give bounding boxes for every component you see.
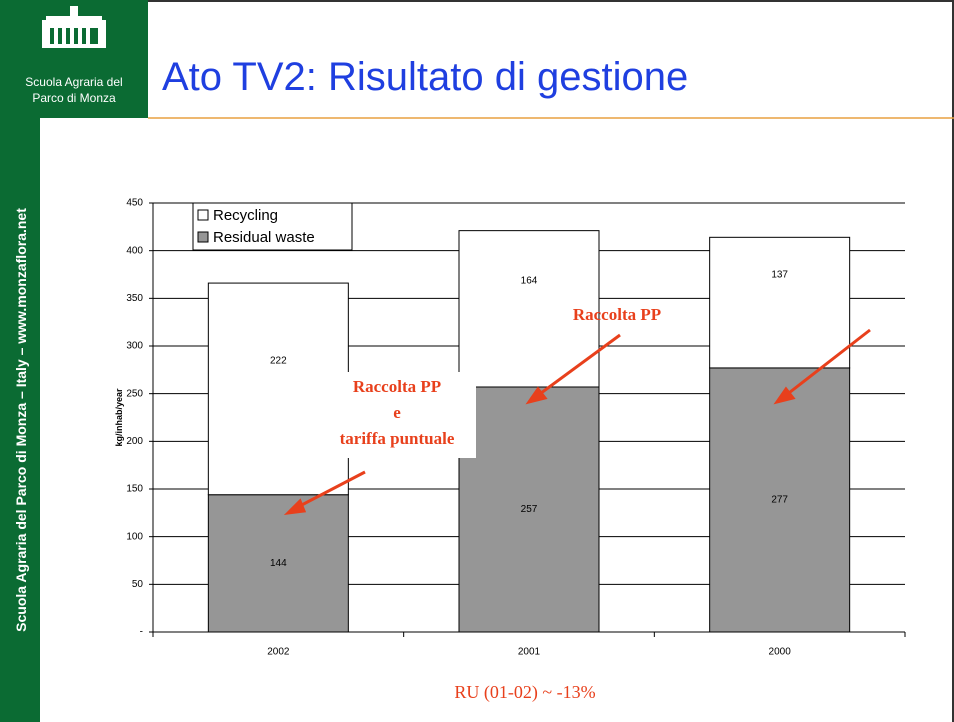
y-axis-label: kg/inhab/year (114, 388, 124, 447)
arrows (283, 328, 871, 516)
x-tick-label: 2002 (267, 647, 290, 658)
y-tick-label: 100 (126, 531, 143, 542)
data-label: 144 (270, 558, 287, 569)
logo-text: Scuola Agraria del (25, 75, 122, 89)
annotation: e (393, 403, 401, 422)
y-tick-label: 400 (126, 245, 143, 256)
y-tick-label: - (140, 627, 143, 638)
chart: - 50 100 150 200 250 300 350 400 450 kg/inhab/year… (114, 198, 906, 703)
x-tick-label: 2001 (518, 647, 541, 658)
y-tick-label: 250 (126, 388, 143, 399)
y-tick-label: 350 (126, 293, 143, 304)
sidebar-text: Scuola Agraria del Parco di Monza – Ital… (13, 208, 29, 632)
sidebar-stripe (0, 118, 40, 722)
annotation: Raccolta PP (573, 305, 661, 324)
data-label: 164 (521, 275, 538, 286)
data-label: 222 (270, 356, 287, 367)
legend-box (192, 202, 353, 251)
y-tick-label: 150 (126, 484, 143, 495)
slide-title: Ato TV2: Risultato di gestione (162, 55, 688, 99)
bar-segment (458, 386, 600, 633)
annotation: tariffa puntuale (340, 429, 455, 448)
bar-segment (709, 367, 851, 633)
legend-label: Recycling (213, 207, 278, 224)
x-tick-label: 2000 (769, 647, 792, 658)
annotation: Raccolta PP (353, 377, 441, 396)
y-tick-label: 200 (126, 436, 143, 447)
data-label: 257 (521, 504, 538, 515)
legend-label: Residual waste (213, 229, 315, 246)
data-label: 277 (771, 495, 788, 506)
y-tick-label: 50 (132, 579, 144, 590)
logo-icon (42, 6, 106, 48)
bar-segment (207, 494, 349, 633)
logo-text: Parco di Monza (32, 91, 116, 105)
y-tick-label: 450 (126, 198, 143, 209)
note: RU (01-02) ~ -13% (454, 682, 595, 703)
y-tick-label: 300 (126, 341, 143, 352)
annotation-box (318, 372, 476, 458)
legend-swatch (197, 209, 209, 221)
data-label: 137 (771, 269, 788, 280)
bar-segment (458, 230, 600, 388)
legend-swatch (197, 231, 209, 243)
bar-segment (709, 236, 851, 369)
